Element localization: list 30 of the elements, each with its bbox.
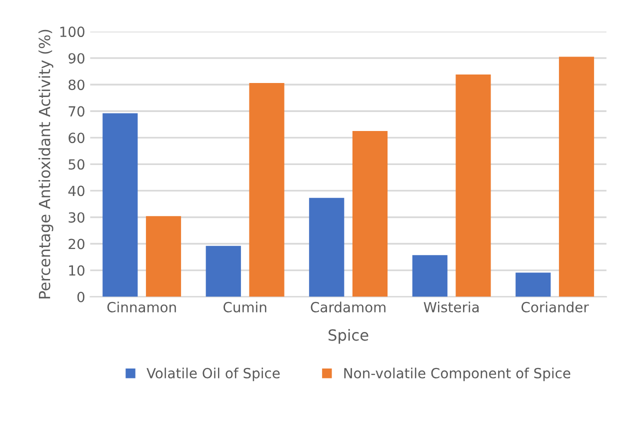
y-tick-label: 70	[68, 106, 84, 117]
x-tick-label: Cardamom	[310, 302, 386, 312]
bar	[456, 74, 491, 297]
bar	[558, 56, 594, 297]
y-tick-label: 60	[68, 132, 84, 144]
bar	[516, 272, 551, 297]
y-tick-label: 50	[68, 159, 84, 170]
bar	[352, 131, 388, 297]
y-axis-title: Percentage Antioxidant Activity (%)	[38, 30, 54, 298]
bar	[412, 255, 448, 297]
legend-label: Volatile Oil of Spice	[146, 368, 280, 382]
y-tick-label: 20	[68, 238, 84, 250]
y-tick-label: 0	[77, 292, 84, 302]
y-tick-label: 80	[68, 80, 84, 90]
y-tick-label: 10	[69, 265, 84, 276]
bar	[249, 83, 284, 297]
y-tick-label: 40	[68, 186, 84, 196]
y-tick-label: 90	[68, 53, 84, 64]
x-tick-label: Cumin	[224, 302, 266, 312]
bar	[102, 113, 138, 297]
x-tick-label: Cinnamon	[107, 302, 176, 312]
x-tick-label: Wisteria	[424, 302, 479, 312]
y-tick-label: 30	[68, 212, 84, 223]
bar	[146, 216, 182, 297]
bar	[206, 246, 241, 297]
x-tick-label: Coriander	[522, 302, 589, 312]
legend-label: Non-volatile Component of Spice	[344, 368, 570, 382]
y-tick-label: 100	[60, 26, 84, 38]
x-axis-title: Spice	[328, 328, 368, 344]
bar	[309, 198, 344, 297]
